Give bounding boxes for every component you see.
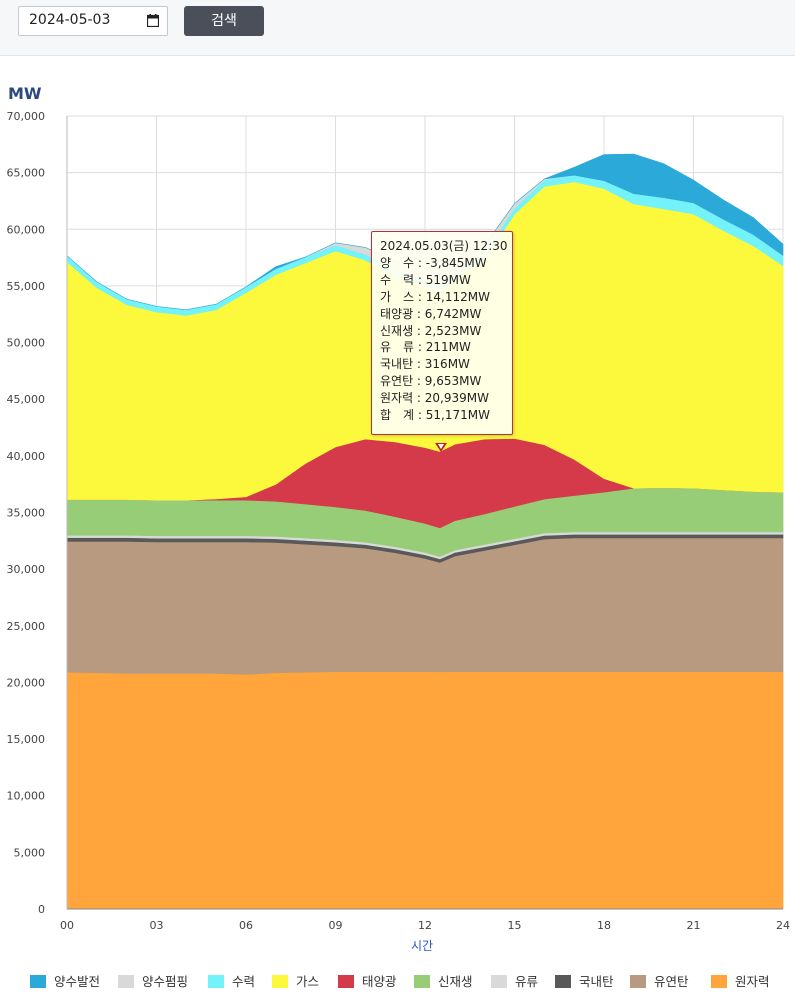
legend-label: 양수펌핑 xyxy=(142,974,189,989)
y-tick-label: 50,000 xyxy=(7,337,46,350)
tooltip-row: 태양광 : 6,742MW xyxy=(380,306,482,321)
legend-swatch xyxy=(272,975,288,988)
x-tick-label: 21 xyxy=(687,919,701,932)
legend-label: 원자력 xyxy=(735,974,770,989)
legend-swatch xyxy=(630,975,646,988)
x-tick-label: 09 xyxy=(329,919,343,932)
search-button[interactable]: 검색 xyxy=(184,6,264,36)
legend-item[interactable]: 양수펌핑 xyxy=(118,972,188,992)
legend-swatch xyxy=(118,975,134,988)
y-tick-label: 45,000 xyxy=(7,393,46,406)
tooltip-row: 신재생 : 2,523MW xyxy=(380,323,482,338)
search-bar: 2024-05-03 검색 xyxy=(0,0,795,56)
chart-legend: 양수발전 양수펌핑 수력 가스 태양광 신재생 유류 국내탄 유연탄 원자력 xyxy=(0,972,795,996)
x-tick-label: 00 xyxy=(60,919,74,932)
legend-label: 양수발전 xyxy=(54,974,101,989)
legend-item[interactable]: 국내탄 xyxy=(555,972,614,992)
x-axis-title: 시간 xyxy=(411,939,433,953)
y-tick-label: 65,000 xyxy=(7,167,46,180)
y-tick-label: 30,000 xyxy=(7,563,46,576)
power-generation-chart: 0 5,000 10,000 15,000 20,000 25,000 30,000 35,0… xyxy=(7,110,791,953)
date-value: 2024-05-03 xyxy=(29,12,111,28)
y-axis-unit: MW xyxy=(8,84,42,103)
y-tick-label: 60,000 xyxy=(7,223,46,236)
x-tick-label: 12 xyxy=(418,919,432,932)
legend-swatch xyxy=(338,975,354,988)
calendar-icon[interactable] xyxy=(147,14,159,27)
tooltip-title: 2024.05.03(금) 12:30 xyxy=(380,239,508,253)
legend-swatch xyxy=(30,975,46,988)
area-series-양수발전 xyxy=(66,153,784,311)
legend-item[interactable]: 양수발전 xyxy=(30,972,100,992)
legend-swatch xyxy=(555,975,571,988)
legend-swatch xyxy=(491,975,507,988)
area-series-원자력 xyxy=(66,671,784,910)
legend-label: 신재생 xyxy=(438,974,473,989)
x-tick-label: 03 xyxy=(150,919,164,932)
y-tick-label: 25,000 xyxy=(7,620,46,633)
y-tick-label: 15,000 xyxy=(7,733,46,746)
legend-swatch xyxy=(208,975,224,988)
legend-item[interactable]: 유연탄 xyxy=(630,972,689,992)
y-tick-label: 5,000 xyxy=(14,846,46,859)
legend-label: 유류 xyxy=(515,974,539,989)
y-tick-label: 55,000 xyxy=(7,280,46,293)
y-tick-label: 70,000 xyxy=(7,110,46,123)
tooltip-row: 국내탄 : 316MW xyxy=(380,357,470,372)
legend-item[interactable]: 수력 xyxy=(208,972,255,992)
legend-item[interactable]: 유류 xyxy=(491,972,538,992)
legend-item[interactable]: 가스 xyxy=(272,972,319,992)
y-tick-label: 20,000 xyxy=(7,676,46,689)
legend-item[interactable]: 원자력 xyxy=(711,972,770,992)
tooltip-row: 원자력 : 20,939MW xyxy=(380,391,489,406)
x-tick-label: 18 xyxy=(597,919,611,932)
y-tick-label: 0 xyxy=(38,903,45,916)
tooltip-row: 수 력 : 519MW xyxy=(380,272,471,287)
tooltip-row: 양 수 : -3,845MW xyxy=(380,255,487,270)
chart-tooltip: 2024.05.03(금) 12:30 양 수 : -3,845MW 수 력 : … xyxy=(371,231,513,435)
legend-label: 유연탄 xyxy=(654,974,689,989)
legend-swatch xyxy=(711,975,727,988)
y-tick-label: 10,000 xyxy=(7,790,46,803)
legend-label: 국내탄 xyxy=(579,974,614,989)
tooltip-row: 합 계 : 51,171MW xyxy=(380,408,490,423)
legend-item[interactable]: 태양광 xyxy=(338,972,397,992)
tooltip-row: 유연탄 : 9,653MW xyxy=(380,374,482,389)
legend-item[interactable]: 신재생 xyxy=(414,972,473,992)
tooltip-row: 가 스 : 14,112MW xyxy=(380,289,490,304)
x-tick-label: 24 xyxy=(776,919,790,932)
legend-label: 수력 xyxy=(232,974,256,989)
x-tick-label: 15 xyxy=(508,919,522,932)
tooltip-row: 유 류 : 211MW xyxy=(380,340,471,355)
y-tick-label: 35,000 xyxy=(7,507,46,520)
date-input[interactable]: 2024-05-03 xyxy=(18,6,168,36)
y-tick-label: 40,000 xyxy=(7,450,46,463)
tooltip-marker-inner xyxy=(438,444,444,449)
legend-label: 가스 xyxy=(296,974,320,989)
legend-label: 태양광 xyxy=(362,974,397,989)
x-tick-label: 06 xyxy=(239,919,253,932)
legend-swatch xyxy=(414,975,430,988)
